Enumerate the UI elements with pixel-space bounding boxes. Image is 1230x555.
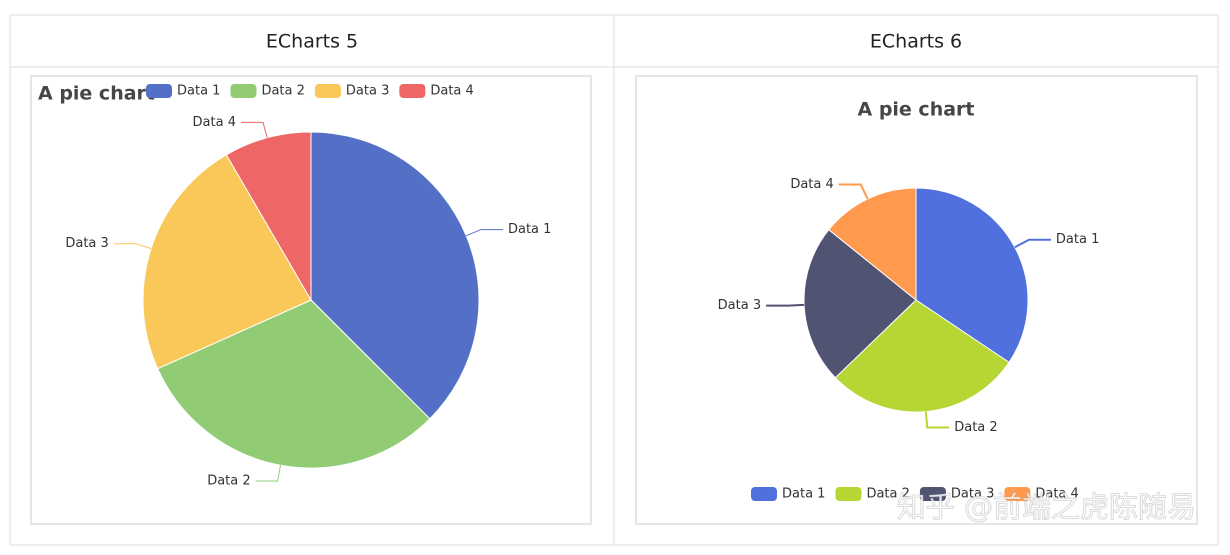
slice-label: Data 2 xyxy=(954,420,997,435)
legend-label: Data 2 xyxy=(866,487,909,502)
column-header: ECharts 5 xyxy=(266,31,358,53)
watermark: 知乎 @前端之虎陈随易 xyxy=(897,490,1196,524)
label-line xyxy=(838,183,869,200)
label-line xyxy=(255,465,282,482)
legend-swatch xyxy=(751,487,777,501)
label-line xyxy=(766,303,805,307)
label-line xyxy=(1014,238,1051,249)
legend-label: Data 1 xyxy=(177,84,220,99)
slice-label: Data 1 xyxy=(1056,232,1099,247)
pie-slice xyxy=(142,154,312,370)
legend-swatch xyxy=(919,487,946,501)
label-line xyxy=(466,229,503,237)
pie-slice xyxy=(834,299,1010,413)
slice-label: Data 4 xyxy=(193,115,236,130)
chart-frame xyxy=(30,75,592,525)
pie-slice xyxy=(157,299,431,469)
chart-title: A pie chart xyxy=(38,83,155,105)
chart-frame xyxy=(635,75,1198,525)
label-line xyxy=(924,411,950,429)
pie-slice xyxy=(803,228,917,379)
pie-slice xyxy=(310,131,480,420)
legend-swatch xyxy=(1004,487,1031,501)
chart-title: A pie chart xyxy=(858,99,975,121)
legend-label: Data 2 xyxy=(261,84,304,99)
legend-label: Data 3 xyxy=(346,84,389,99)
legend-label: Data 4 xyxy=(430,84,473,99)
legend-label: Data 1 xyxy=(782,487,825,502)
legend-label: Data 3 xyxy=(951,487,994,502)
pie-slice xyxy=(828,187,917,302)
legend-swatch xyxy=(399,84,426,98)
slice-label: Data 3 xyxy=(718,298,761,313)
legend-label: Data 4 xyxy=(1035,487,1078,502)
pie-slice xyxy=(225,131,312,302)
slice-label: Data 2 xyxy=(207,473,250,488)
legend-swatch xyxy=(230,84,257,98)
column-header: ECharts 6 xyxy=(870,31,962,53)
slice-label: Data 1 xyxy=(508,222,551,237)
legend-swatch xyxy=(314,84,341,98)
slice-label: Data 3 xyxy=(65,236,108,251)
label-line xyxy=(113,243,152,250)
legend-swatch xyxy=(146,84,172,98)
legend-swatch xyxy=(835,487,862,501)
slice-label: Data 4 xyxy=(790,177,833,192)
label-line xyxy=(241,121,268,138)
